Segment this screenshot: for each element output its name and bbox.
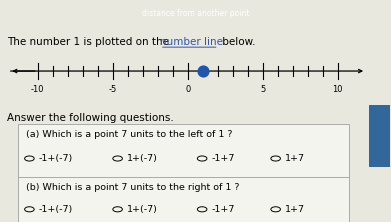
Text: -5: -5 <box>109 85 117 93</box>
Text: 1+7: 1+7 <box>285 205 305 214</box>
Text: (b) Which is a point 7 units to the right of 1 ?: (b) Which is a point 7 units to the righ… <box>26 183 239 192</box>
Text: 0: 0 <box>185 85 190 93</box>
Text: -1+7: -1+7 <box>211 154 235 163</box>
Text: -10: -10 <box>31 85 45 93</box>
Text: Answer the following questions.: Answer the following questions. <box>7 113 174 123</box>
Text: number line: number line <box>160 37 223 47</box>
Text: 1+7: 1+7 <box>285 154 305 163</box>
Text: 1+(-7): 1+(-7) <box>127 205 158 214</box>
FancyBboxPatch shape <box>18 177 349 222</box>
Text: The number 1 is plotted on the: The number 1 is plotted on the <box>7 37 172 47</box>
Text: distance from another point: distance from another point <box>142 9 249 18</box>
Text: 10: 10 <box>332 85 343 93</box>
FancyBboxPatch shape <box>18 124 349 177</box>
Text: 1+(-7): 1+(-7) <box>127 154 158 163</box>
Text: -1+7: -1+7 <box>211 205 235 214</box>
FancyBboxPatch shape <box>369 105 390 167</box>
Text: 5: 5 <box>260 85 265 93</box>
Text: (a) Which is a point 7 units to the left of 1 ?: (a) Which is a point 7 units to the left… <box>26 130 232 139</box>
Text: below.: below. <box>219 37 255 47</box>
Text: -1+(-7): -1+(-7) <box>39 154 73 163</box>
Text: -1+(-7): -1+(-7) <box>39 205 73 214</box>
Point <box>199 69 206 73</box>
